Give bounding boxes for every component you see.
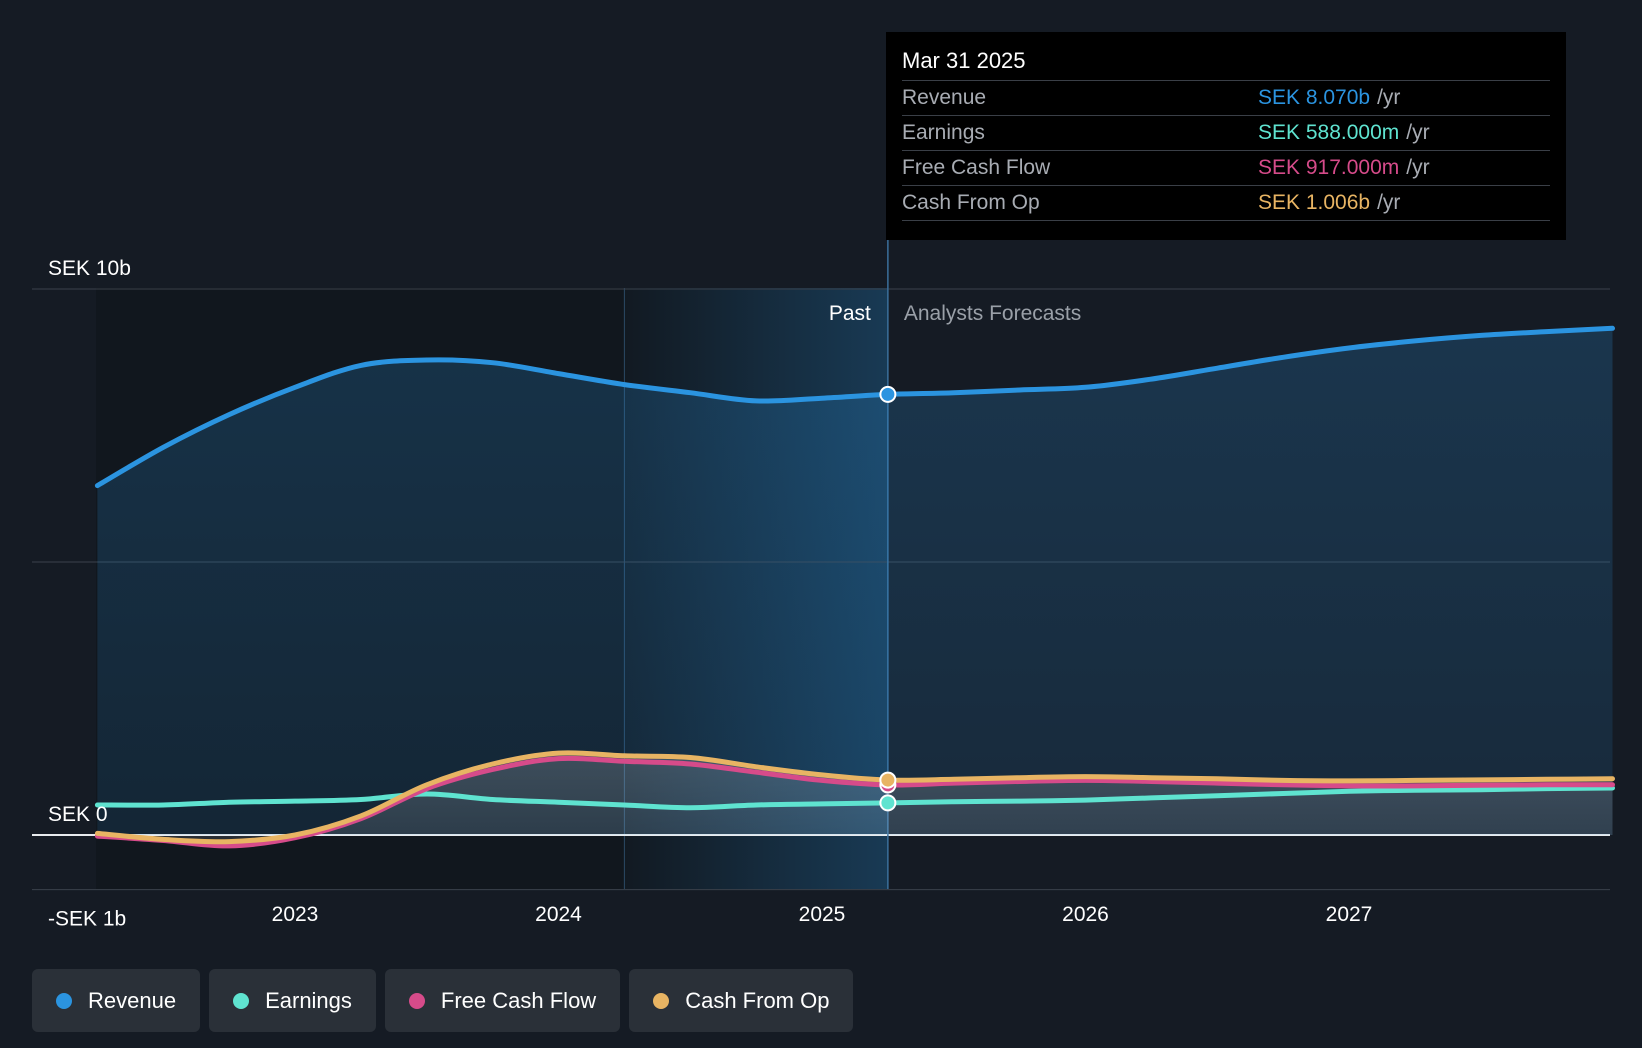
legend: Revenue Earnings Free Cash Flow Cash From O…: [32, 969, 854, 1032]
x-tick-label: 2023: [272, 903, 319, 926]
revenue-point: [879, 385, 897, 403]
legend-dot-icon: [653, 992, 670, 1009]
y-tick-label: SEK 0: [48, 803, 108, 826]
earnings-point: [879, 794, 897, 812]
forecast-label: Analysts Forecasts: [904, 302, 1081, 325]
legend-label: Free Cash Flow: [440, 987, 597, 1013]
y-tick-label: SEK 10b: [48, 257, 131, 280]
tooltip-row-unit: /yr: [1406, 156, 1430, 179]
y-tick-label: -SEK 1b: [48, 908, 126, 931]
legend-label: Revenue: [88, 987, 177, 1013]
x-tick-label: 2026: [1062, 903, 1109, 926]
legend-label: Cash From Op: [685, 987, 830, 1013]
cash-from-op-point: [879, 771, 897, 789]
tooltip-row-label: Earnings: [902, 121, 985, 144]
tooltip-row-label: Cash From Op: [902, 191, 1040, 214]
tooltip-row-value: SEK 1.006b: [1258, 191, 1371, 214]
tooltip-row-unit: /yr: [1377, 191, 1401, 214]
tooltip-row: Cash From Op SEK 1.006b/yr: [902, 186, 1550, 221]
legend-label: Earnings: [265, 987, 352, 1013]
x-tick-label: 2025: [799, 903, 846, 926]
tooltip-row: Revenue SEK 8.070b/yr: [902, 81, 1550, 116]
legend-dot-icon: [408, 992, 425, 1009]
tooltip-row-unit: /yr: [1377, 86, 1401, 109]
tooltip-date: Mar 31 2025: [902, 46, 1550, 81]
tooltip-row: Free Cash Flow SEK 917.000m/yr: [902, 151, 1550, 186]
tooltip-row-unit: /yr: [1406, 121, 1430, 144]
legend-dot-icon: [56, 992, 72, 1009]
past-label: Past: [829, 302, 871, 325]
revenue-line: [94, 325, 1615, 489]
legend-item-revenue[interactable]: Revenue: [32, 969, 201, 1032]
tooltip-row: Earnings SEK 588.000m/yr: [902, 116, 1550, 151]
tooltip-row-label: Revenue: [902, 86, 987, 109]
tooltip: Mar 31 2025 Revenue SEK 8.070b/yr Earnings…: [886, 32, 1566, 240]
revenue-area: [97, 328, 1613, 835]
legend-item-earnings[interactable]: Earnings: [209, 969, 376, 1032]
legend-dot-icon: [233, 992, 250, 1009]
x-tick-label: 2027: [1326, 903, 1373, 926]
tooltip-row-value: SEK 917.000m: [1258, 156, 1400, 179]
legend-item-free-cash-flow[interactable]: Free Cash Flow: [384, 969, 621, 1032]
tooltip-row-label: Free Cash Flow: [902, 156, 1051, 179]
earnings-line: [94, 785, 1615, 811]
legend-item-cash-from-op[interactable]: Cash From Op: [629, 969, 854, 1032]
cash-from-op-line: [94, 750, 1615, 845]
x-tick-label: 2024: [535, 903, 582, 926]
tooltip-row-value: SEK 8.070b: [1258, 86, 1371, 109]
tooltip-row-value: SEK 588.000m: [1258, 121, 1400, 144]
